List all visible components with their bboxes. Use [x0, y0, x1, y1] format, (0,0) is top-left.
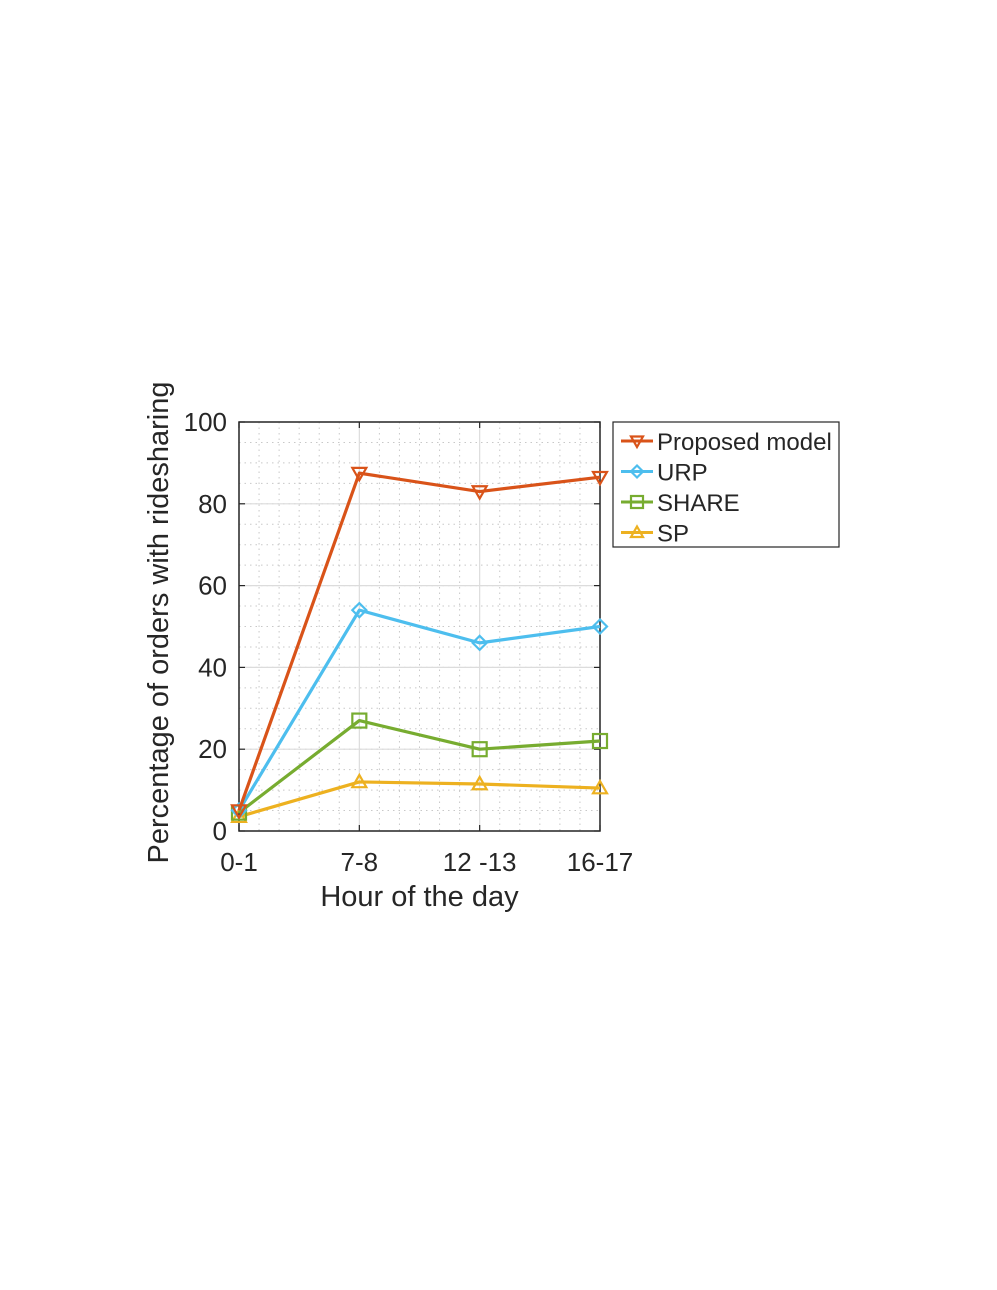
data-point-marker: [470, 774, 489, 791]
series-line-share: [238, 718, 601, 814]
y-tick-label: 40: [198, 652, 227, 682]
series-proposed-model: [230, 466, 609, 820]
legend: Proposed model URP SHARE SP: [612, 421, 840, 548]
data-point-marker: [629, 435, 645, 450]
data-point-marker: [350, 601, 368, 619]
y-tick-label: 20: [198, 734, 227, 764]
legend-label: SP: [657, 521, 689, 548]
data-point-marker: [591, 778, 609, 795]
y-tick-label: 80: [198, 489, 227, 519]
y-tick-label: 0: [213, 816, 227, 846]
data-point-marker: [629, 463, 645, 480]
data-point-marker: [470, 485, 489, 501]
y-axis-label: Percentage of orders with ridesharing: [143, 382, 175, 864]
legend-entry-proposed-model: Proposed model: [621, 429, 832, 456]
x-axis-label: Hour of the day: [320, 881, 519, 913]
data-point-marker: [230, 807, 248, 824]
series-line-sp: [238, 780, 601, 819]
axis-ticks: [238, 421, 601, 832]
series-share: [230, 712, 609, 821]
x-tick-label: 0-1: [220, 847, 258, 877]
legend-label: Proposed model: [657, 429, 832, 456]
data-point-marker: [471, 634, 489, 652]
data-point-marker: [350, 772, 369, 789]
data-point-marker: [591, 732, 609, 750]
data-point-marker: [350, 466, 369, 483]
legend-label: SHARE: [657, 490, 740, 517]
series-sp: [230, 772, 609, 824]
data-point-marker: [629, 494, 645, 510]
series-layer: [230, 466, 609, 824]
legend-entry-sp: SP: [621, 521, 689, 548]
x-tick-label: 7-8: [341, 847, 379, 877]
x-tick-label: 16-17: [567, 847, 634, 877]
series-line-urp: [237, 608, 601, 812]
legend-box: [612, 421, 840, 548]
data-point-marker: [591, 617, 609, 636]
data-point-marker: [471, 741, 488, 758]
tick-labels: 0 20 40 60 80 100 0-1 7-8 12 -13 16-17: [184, 407, 634, 877]
legend-entry-urp: URP: [621, 460, 708, 487]
data-point-marker: [230, 804, 248, 820]
series-line-proposed-model: [237, 471, 601, 812]
y-tick-label: 60: [198, 571, 227, 601]
y-tick-label: 100: [184, 407, 227, 437]
legend-label: URP: [657, 460, 708, 487]
data-point-marker: [351, 712, 368, 729]
x-tick-label: 12 -13: [443, 847, 517, 877]
data-point-marker: [591, 470, 609, 487]
legend-entry-share: SHARE: [621, 490, 740, 517]
data-point-marker: [629, 524, 645, 539]
